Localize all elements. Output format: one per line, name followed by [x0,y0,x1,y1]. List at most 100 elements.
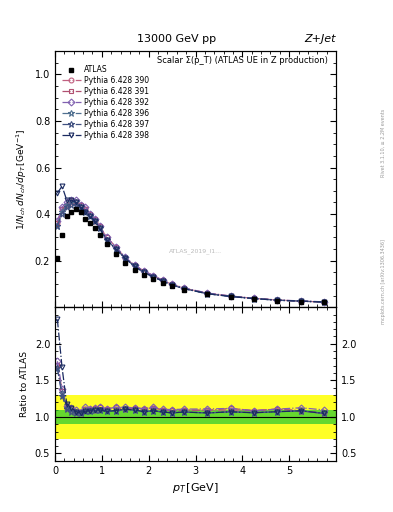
Pythia 6.428 390 [275,297,280,303]
Pythia 6.428 391 [69,197,74,203]
Pythia 6.428 397 [132,263,137,269]
Pythia 6.428 396 [74,199,79,205]
Pythia 6.428 398 [299,298,303,304]
Pythia 6.428 398 [55,190,60,196]
ATLAS [132,267,137,273]
Pythia 6.428 392 [170,281,174,287]
Line: Pythia 6.428 397: Pythia 6.428 397 [54,202,327,305]
Pythia 6.428 398 [83,209,88,215]
Pythia 6.428 397 [123,255,128,262]
Pythia 6.428 391 [299,298,303,304]
Pythia 6.428 398 [60,183,64,189]
Pythia 6.428 396 [275,297,280,303]
Pythia 6.428 392 [123,254,128,260]
ATLAS [151,276,156,282]
Pythia 6.428 398 [275,297,280,303]
Pythia 6.428 397 [299,298,303,304]
Pythia 6.428 398 [79,204,83,210]
Pythia 6.428 398 [228,293,233,300]
Pythia 6.428 390 [88,211,92,217]
Pythia 6.428 392 [79,202,83,208]
Pythia 6.428 390 [74,199,79,205]
Pythia 6.428 396 [64,202,69,208]
Pythia 6.428 390 [228,293,233,300]
Pythia 6.428 396 [252,295,256,302]
Pythia 6.428 391 [97,223,102,229]
Pythia 6.428 398 [123,255,128,262]
Pythia 6.428 391 [79,202,83,208]
Pythia 6.428 396 [55,223,60,229]
Text: Rivet 3.1.10, ≥ 2.2M events: Rivet 3.1.10, ≥ 2.2M events [381,109,386,178]
ATLAS [97,232,102,238]
Pythia 6.428 392 [97,223,102,229]
Pythia 6.428 391 [114,244,118,250]
Pythia 6.428 396 [141,269,146,275]
Pythia 6.428 396 [97,225,102,231]
Text: 13000 GeV pp: 13000 GeV pp [137,33,217,44]
Legend: ATLAS, Pythia 6.428 390, Pythia 6.428 391, Pythia 6.428 392, Pythia 6.428 396, P: ATLAS, Pythia 6.428 390, Pythia 6.428 39… [62,65,149,140]
Pythia 6.428 391 [55,220,60,226]
Pythia 6.428 398 [322,299,327,305]
Pythia 6.428 397 [170,282,174,288]
Pythia 6.428 398 [114,246,118,252]
Pythia 6.428 392 [92,216,97,222]
Text: ATLAS_2019_I1...: ATLAS_2019_I1... [169,248,222,254]
Pythia 6.428 392 [182,285,186,291]
Pythia 6.428 390 [123,255,128,262]
Pythia 6.428 391 [160,278,165,284]
Pythia 6.428 392 [60,204,64,210]
Pythia 6.428 390 [252,295,256,302]
Pythia 6.428 390 [141,268,146,274]
ATLAS [92,225,97,231]
Pythia 6.428 391 [182,285,186,291]
Pythia 6.428 396 [151,274,156,280]
Pythia 6.428 397 [88,214,92,220]
Pythia 6.428 396 [299,298,303,304]
Pythia 6.428 398 [64,197,69,203]
Pythia 6.428 396 [228,293,233,300]
Pythia 6.428 392 [64,199,69,205]
Pythia 6.428 391 [205,290,209,296]
Pythia 6.428 391 [64,202,69,208]
Y-axis label: Ratio to ATLAS: Ratio to ATLAS [20,351,29,417]
Pythia 6.428 396 [79,204,83,210]
Pythia 6.428 397 [322,299,327,305]
Pythia 6.428 390 [69,199,74,205]
Y-axis label: $1/N_{ch}\,dN_{ch}/dp_T\,[\mathrm{GeV}^{-1}]$: $1/N_{ch}\,dN_{ch}/dp_T\,[\mathrm{GeV}^{… [15,129,29,230]
Pythia 6.428 391 [252,295,256,302]
Pythia 6.428 390 [97,223,102,229]
X-axis label: $p_T\,[\mathrm{GeV}]$: $p_T\,[\mathrm{GeV}]$ [172,481,219,495]
ATLAS [123,260,128,266]
Pythia 6.428 398 [92,218,97,224]
Pythia 6.428 392 [69,197,74,203]
Pythia 6.428 398 [205,291,209,297]
Pythia 6.428 397 [83,209,88,215]
ATLAS [60,232,64,238]
Pythia 6.428 392 [114,244,118,250]
Pythia 6.428 397 [114,246,118,252]
Pythia 6.428 398 [170,282,174,288]
Line: Pythia 6.428 398: Pythia 6.428 398 [55,184,327,305]
ATLAS [74,206,79,212]
Pythia 6.428 391 [275,297,280,303]
Pythia 6.428 390 [83,206,88,212]
Pythia 6.428 392 [275,297,280,303]
Text: mcplots.cern.ch [arXiv:1306.3436]: mcplots.cern.ch [arXiv:1306.3436] [381,239,386,324]
Pythia 6.428 397 [79,204,83,210]
ATLAS [322,299,327,305]
Pythia 6.428 397 [141,269,146,275]
Pythia 6.428 391 [92,216,97,222]
Line: Pythia 6.428 392: Pythia 6.428 392 [55,198,327,304]
Pythia 6.428 390 [299,298,303,304]
Line: Pythia 6.428 390: Pythia 6.428 390 [55,200,327,305]
Pythia 6.428 396 [92,218,97,224]
Pythia 6.428 392 [83,204,88,210]
Pythia 6.428 398 [74,199,79,205]
ATLAS [205,291,209,297]
Line: ATLAS: ATLAS [55,207,327,305]
Pythia 6.428 391 [228,293,233,299]
Pythia 6.428 392 [55,218,60,224]
Pythia 6.428 392 [228,293,233,299]
ATLAS [141,271,146,278]
Pythia 6.428 392 [88,211,92,217]
